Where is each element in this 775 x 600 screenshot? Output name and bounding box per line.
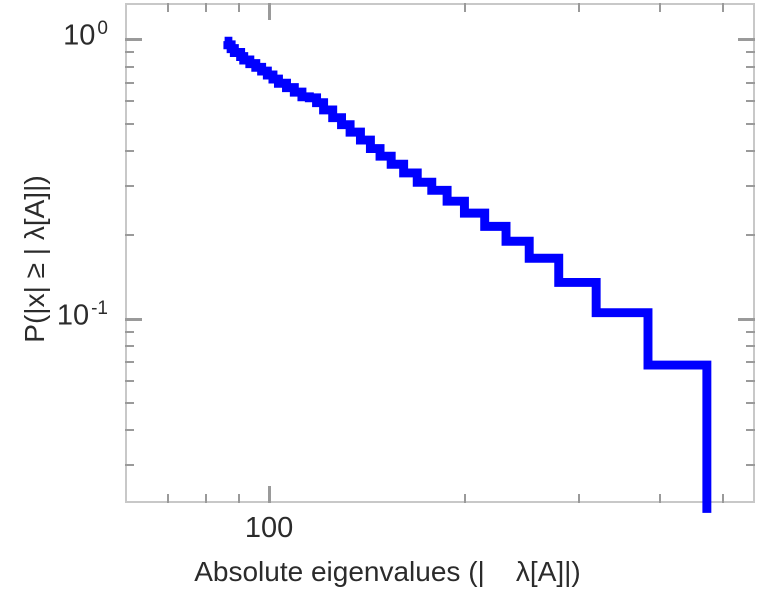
y-tick-minor	[125, 81, 134, 84]
x-tick-minor	[238, 494, 241, 503]
y-tick-label-mantissa: 10	[56, 299, 90, 332]
y-tick-minor-right	[746, 361, 755, 364]
x-tick-minor	[205, 494, 208, 503]
x-tick-minor	[167, 494, 170, 503]
x-tick-minor	[659, 494, 662, 503]
x-tick-minor-top	[238, 3, 241, 12]
y-tick-minor	[125, 122, 134, 125]
y-tick-minor	[125, 361, 134, 364]
series-line-ccdf	[223, 36, 712, 513]
y-tick-minor	[125, 402, 134, 405]
y-tick-major-right	[738, 318, 755, 322]
y-tick-minor-right	[746, 233, 755, 236]
y-tick-minor-right	[746, 330, 755, 333]
y-tick-minor	[125, 51, 134, 54]
plot-area	[125, 3, 755, 513]
y-axis-title: P(|x| ≥ | λ[A]|)	[19, 175, 50, 343]
y-tick-minor-right	[746, 464, 755, 467]
y-tick-minor-right	[746, 149, 755, 152]
y-tick-minor	[125, 100, 134, 103]
x-tick-major	[268, 486, 272, 503]
y-tick-minor-right	[746, 51, 755, 54]
y-tick-label: 10 0	[0, 18, 108, 53]
y-tick-minor	[125, 65, 134, 68]
x-axis-title: Absolute eigenvalues (| λ[A]|)	[194, 556, 581, 587]
x-tick-major-top	[268, 3, 272, 20]
y-tick-minor	[125, 184, 134, 187]
x-tick-minor-top	[577, 3, 580, 12]
x-tick-minor-top	[205, 3, 208, 12]
x-tick-label: 100	[244, 512, 294, 544]
y-tick-minor	[125, 149, 134, 152]
x-tick-minor-top	[167, 3, 170, 12]
y-tick-minor	[125, 429, 134, 432]
y-tick-label-exponent: -1	[91, 298, 108, 320]
y-tick-minor-right	[746, 100, 755, 103]
y-tick-label-mantissa: 10	[63, 20, 96, 53]
y-tick-minor-right	[746, 184, 755, 187]
x-tick-minor-top	[722, 3, 725, 12]
y-tick-major	[125, 318, 142, 322]
y-tick-minor-right	[746, 402, 755, 405]
y-tick-minor-right	[746, 345, 755, 348]
x-tick-minor-top	[659, 3, 662, 12]
y-tick-minor-right	[746, 429, 755, 432]
y-tick-minor	[125, 380, 134, 383]
y-tick-minor	[125, 345, 134, 348]
y-tick-major	[125, 38, 142, 42]
x-tick-minor	[577, 494, 580, 503]
y-tick-label: 10 -1	[0, 298, 108, 333]
x-tick-minor-top	[463, 3, 466, 12]
data-series-layer	[223, 36, 712, 513]
y-tick-minor-right	[746, 122, 755, 125]
y-tick-major-right	[738, 38, 755, 42]
x-tick-minor	[463, 494, 466, 503]
y-tick-minor	[125, 464, 134, 467]
x-tick-minor	[722, 494, 725, 503]
y-tick-minor-right	[746, 380, 755, 383]
y-tick-minor-right	[746, 65, 755, 68]
y-tick-minor-right	[746, 81, 755, 84]
y-tick-minor	[125, 233, 134, 236]
y-tick-label-exponent: 0	[97, 18, 108, 40]
y-tick-minor	[125, 330, 134, 333]
